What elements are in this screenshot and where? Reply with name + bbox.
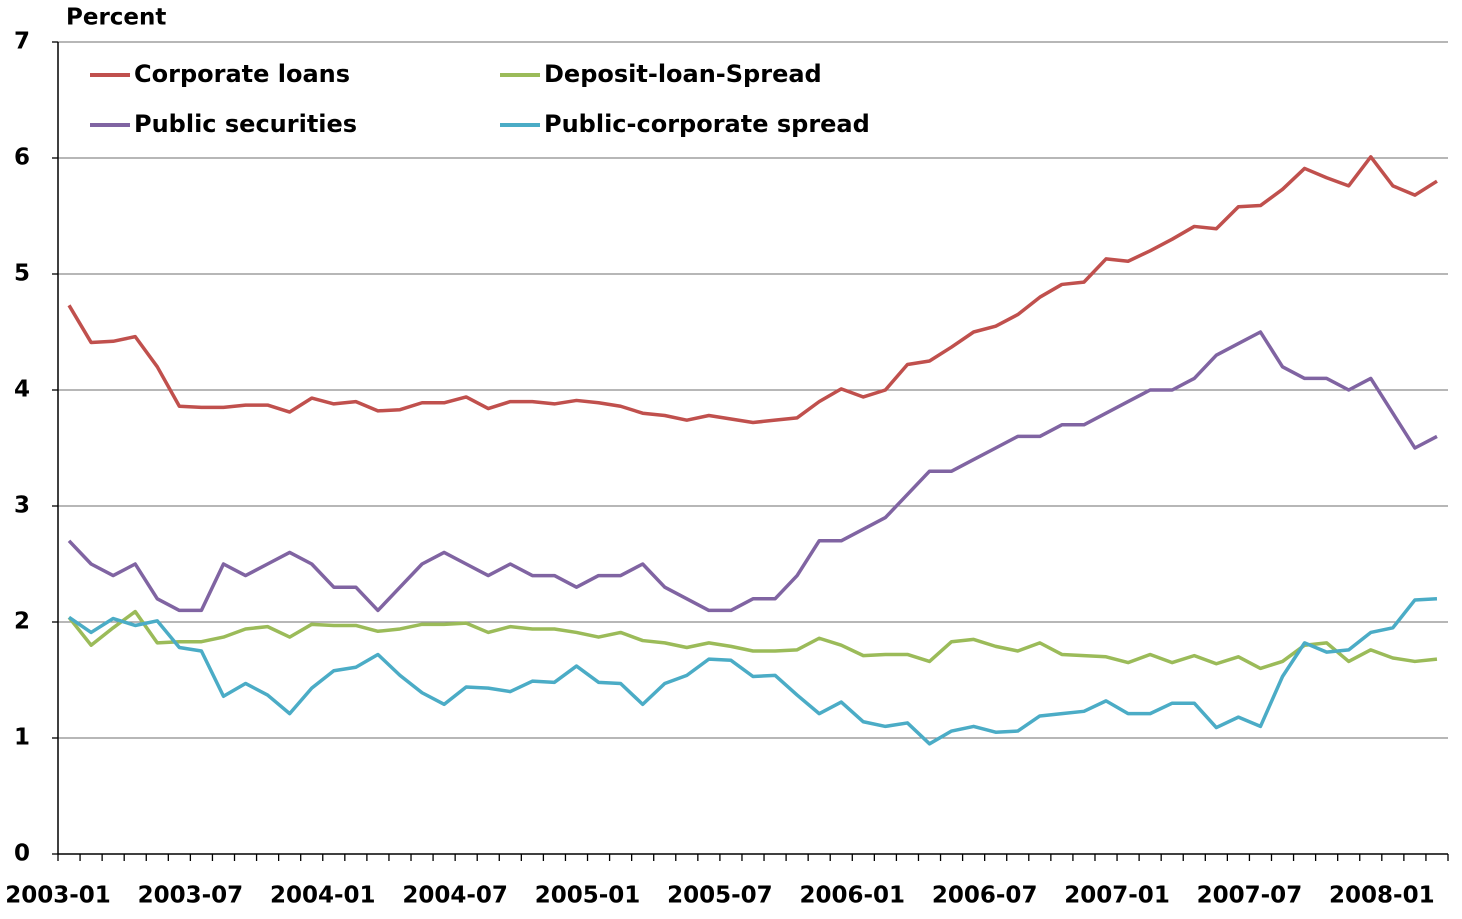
x-tick-label: 2008-01 — [1329, 883, 1435, 909]
y-tick-label: 2 — [14, 609, 30, 635]
series-line — [67, 609, 1438, 671]
x-tick-label: 2007-01 — [1064, 883, 1170, 909]
series-line — [68, 597, 1438, 746]
x-tick-label: 2007-07 — [1197, 883, 1303, 909]
y-tick-label: 7 — [14, 29, 30, 55]
x-tick-label: 2004-01 — [270, 883, 376, 909]
y-axis-label: Percent — [66, 5, 166, 31]
x-tick-label: 2005-07 — [667, 883, 773, 909]
legend-label: Public-corporate spread — [544, 110, 870, 138]
legend-label: Deposit-loan-Spread — [544, 60, 822, 88]
x-tick-label: 2003-01 — [5, 883, 111, 909]
series-line — [67, 330, 1438, 613]
series-line — [67, 155, 1438, 425]
y-tick-label: 3 — [14, 493, 30, 519]
y-tick-label: 4 — [14, 377, 30, 403]
x-tick-label: 2006-01 — [799, 883, 905, 909]
x-tick-label: 2006-07 — [932, 883, 1038, 909]
y-tick-label: 6 — [14, 145, 30, 171]
x-tick-label: 2003-07 — [138, 883, 244, 909]
y-tick-label: 0 — [14, 841, 30, 867]
legend-label: Corporate loans — [134, 60, 350, 88]
legend: Corporate loans Deposit-loan-Spread Public… — [90, 60, 870, 138]
y-tick-label: 5 — [14, 261, 30, 287]
x-tick-label: 2005-01 — [535, 883, 641, 909]
legend-label: Public securities — [134, 110, 357, 138]
y-tick-label: 1 — [14, 725, 30, 751]
x-tick-label: 2004-07 — [402, 883, 508, 909]
